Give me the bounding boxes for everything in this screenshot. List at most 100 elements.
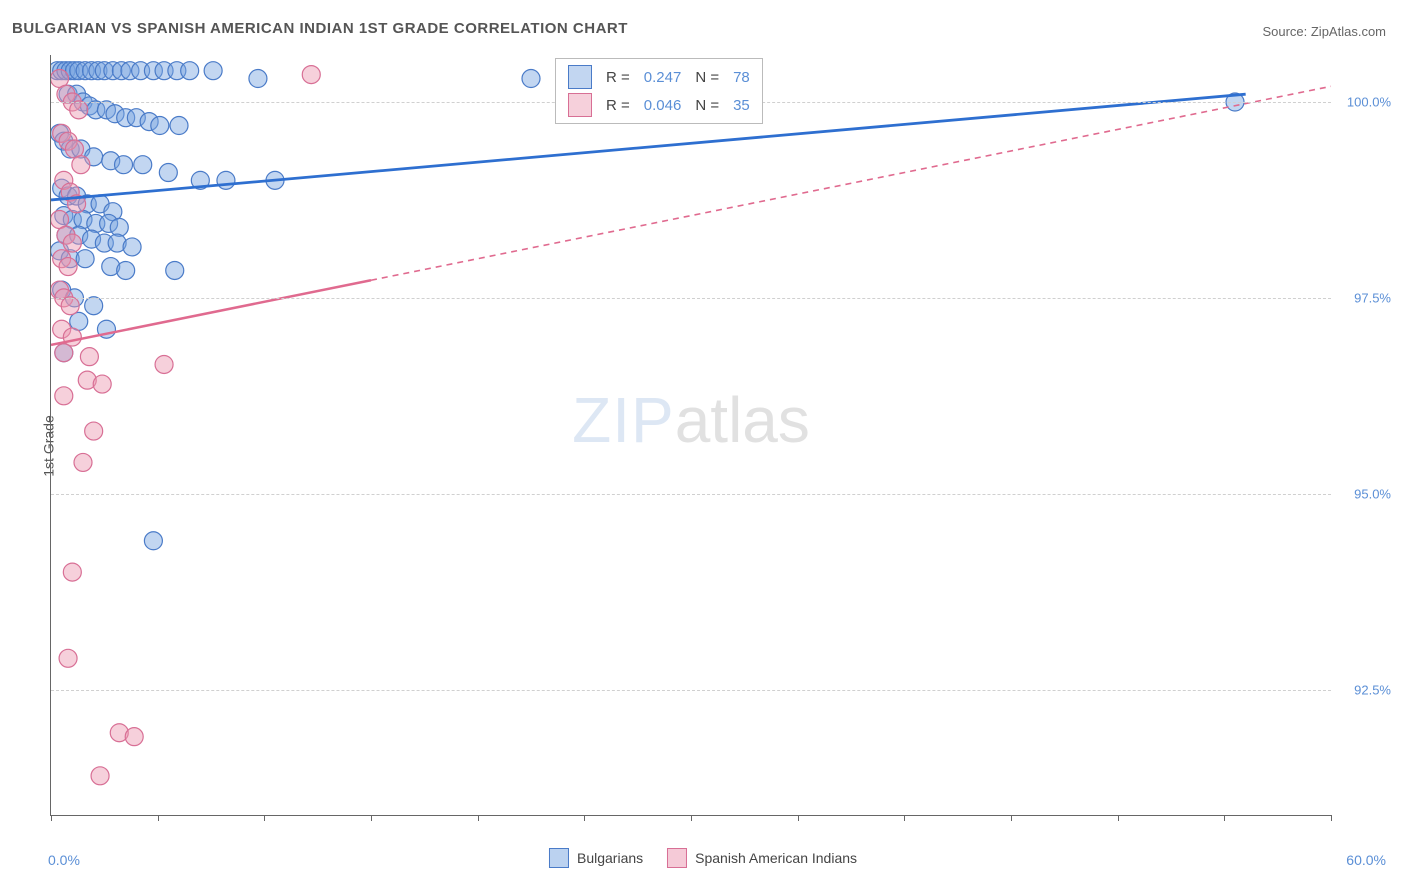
scatter-point-bulgarians <box>53 62 71 80</box>
scatter-point-spanish <box>61 297 79 315</box>
x-tick <box>264 815 265 821</box>
scatter-point-bulgarians <box>70 226 88 244</box>
stats-row-bulgarians: R =0.247N =78 <box>556 63 762 91</box>
scatter-point-bulgarians <box>76 250 94 268</box>
scatter-point-spanish <box>51 281 69 299</box>
scatter-point-spanish <box>55 171 73 189</box>
scatter-point-bulgarians <box>127 109 145 127</box>
legend-label: Spanish American Indians <box>695 850 857 866</box>
scatter-point-bulgarians <box>70 312 88 330</box>
scatter-point-spanish <box>53 250 71 268</box>
plot-svg <box>51 55 1331 815</box>
scatter-point-bulgarians <box>87 101 105 119</box>
scatter-point-spanish <box>61 183 79 201</box>
stats-swatch-bulgarians <box>568 65 592 89</box>
gridline-h <box>51 494 1331 495</box>
scatter-point-spanish <box>51 211 69 229</box>
scatter-point-bulgarians <box>68 187 86 205</box>
scatter-point-bulgarians <box>97 101 115 119</box>
scatter-point-bulgarians <box>55 207 73 225</box>
scatter-point-spanish <box>125 728 143 746</box>
gridline-h <box>51 298 1331 299</box>
scatter-point-spanish <box>57 85 75 103</box>
legend-item-spanish: Spanish American Indians <box>667 848 857 868</box>
scatter-point-bulgarians <box>83 230 101 248</box>
scatter-point-spanish <box>302 66 320 84</box>
scatter-point-bulgarians <box>76 62 94 80</box>
scatter-point-spanish <box>57 226 75 244</box>
scatter-point-bulgarians <box>115 156 133 174</box>
scatter-point-spanish <box>63 328 81 346</box>
plot-area: ZIPatlas 92.5%95.0%97.5%100.0% <box>50 55 1331 816</box>
scatter-point-bulgarians <box>53 179 71 197</box>
scatter-point-bulgarians <box>144 532 162 550</box>
scatter-point-bulgarians <box>83 62 101 80</box>
scatter-point-spanish <box>68 195 86 213</box>
chart-container: BULGARIAN VS SPANISH AMERICAN INDIAN 1ST… <box>0 0 1406 892</box>
scatter-point-spanish <box>53 124 71 142</box>
scatter-point-bulgarians <box>51 124 69 142</box>
legend-swatch-spanish <box>667 848 687 868</box>
scatter-point-spanish <box>59 132 77 150</box>
scatter-point-bulgarians <box>57 62 75 80</box>
scatter-point-bulgarians <box>104 62 122 80</box>
scatter-point-bulgarians <box>87 214 105 232</box>
gridline-h <box>51 690 1331 691</box>
x-tick <box>158 815 159 821</box>
stats-box: R =0.247N =78R =0.046N =35 <box>555 58 763 124</box>
x-tick <box>1331 815 1332 821</box>
legend-label: Bulgarians <box>577 850 643 866</box>
scatter-point-bulgarians <box>102 152 120 170</box>
scatter-point-bulgarians <box>121 62 139 80</box>
x-axis-max-label: 60.0% <box>1346 852 1386 868</box>
x-tick <box>798 815 799 821</box>
y-tick-label: 95.0% <box>1354 486 1391 501</box>
scatter-point-bulgarians <box>89 62 107 80</box>
x-tick <box>371 815 372 821</box>
scatter-point-bulgarians <box>65 62 83 80</box>
scatter-point-spanish <box>59 258 77 276</box>
stats-n-label: N = <box>695 97 719 114</box>
scatter-point-bulgarians <box>59 85 77 103</box>
scatter-point-bulgarians <box>117 261 135 279</box>
scatter-point-bulgarians <box>85 297 103 315</box>
source-label: Source: ZipAtlas.com <box>1262 24 1386 39</box>
stats-row-spanish: R =0.046N =35 <box>556 91 762 119</box>
scatter-point-bulgarians <box>53 281 71 299</box>
scatter-point-spanish <box>70 101 88 119</box>
x-tick <box>1224 815 1225 821</box>
scatter-point-bulgarians <box>57 226 75 244</box>
scatter-point-bulgarians <box>102 258 120 276</box>
scatter-point-spanish <box>72 156 90 174</box>
scatter-point-bulgarians <box>74 211 92 229</box>
x-tick <box>904 815 905 821</box>
scatter-point-bulgarians <box>522 70 540 88</box>
legend-swatch-bulgarians <box>549 848 569 868</box>
stats-r-label: R = <box>606 69 630 86</box>
scatter-point-bulgarians <box>95 234 113 252</box>
scatter-point-spanish <box>91 767 109 785</box>
scatter-point-bulgarians <box>51 62 66 80</box>
scatter-point-bulgarians <box>168 62 186 80</box>
scatter-point-bulgarians <box>95 62 113 80</box>
scatter-point-bulgarians <box>61 250 79 268</box>
stats-r-value: 0.247 <box>644 69 682 86</box>
scatter-point-bulgarians <box>85 148 103 166</box>
scatter-point-bulgarians <box>55 132 73 150</box>
x-tick <box>584 815 585 821</box>
scatter-point-bulgarians <box>181 62 199 80</box>
scatter-point-spanish <box>85 422 103 440</box>
scatter-point-bulgarians <box>106 105 124 123</box>
scatter-point-bulgarians <box>100 214 118 232</box>
scatter-point-spanish <box>55 387 73 405</box>
scatter-point-spanish <box>63 563 81 581</box>
scatter-point-bulgarians <box>63 211 81 229</box>
scatter-point-bulgarians <box>217 171 235 189</box>
scatter-point-bulgarians <box>123 238 141 256</box>
scatter-point-bulgarians <box>108 234 126 252</box>
scatter-point-bulgarians <box>191 171 209 189</box>
scatter-point-bulgarians <box>91 195 109 213</box>
scatter-point-bulgarians <box>68 85 86 103</box>
scatter-point-bulgarians <box>266 171 284 189</box>
stats-n-label: N = <box>695 69 719 86</box>
